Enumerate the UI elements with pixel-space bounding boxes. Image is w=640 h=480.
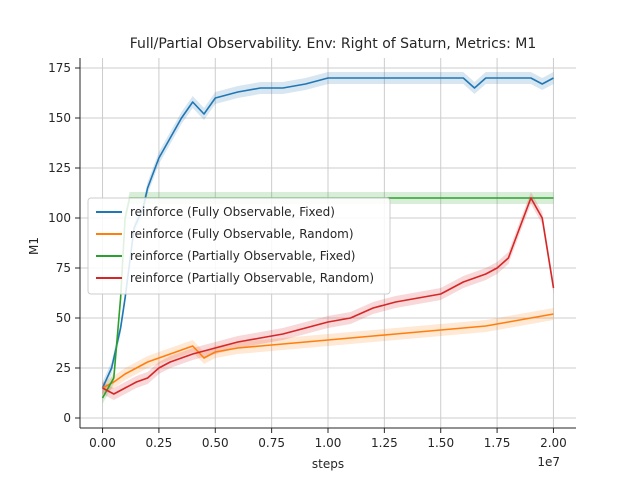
- x-tick-label: 1.50: [427, 436, 454, 450]
- legend-label: reinforce (Partially Observable, Random): [130, 271, 374, 285]
- x-tick-label: 0.25: [146, 436, 173, 450]
- x-tick-label: 0.75: [258, 436, 285, 450]
- x-tick-label: 1.75: [484, 436, 511, 450]
- series-line-3: [102, 197, 555, 395]
- y-axis-label: M1: [27, 237, 41, 255]
- x-tick-label: 2.00: [540, 436, 567, 450]
- x-axis-label: steps: [312, 457, 344, 471]
- y-tick-label: 25: [56, 361, 71, 375]
- y-ticks: 0 25 50 75 100 125 150 175: [48, 61, 80, 425]
- legend-label: reinforce (Partially Observable, Fixed): [130, 249, 356, 263]
- y-tick-label: 100: [48, 211, 71, 225]
- y-tick-label: 125: [48, 161, 71, 175]
- x-tick-label: 1.25: [371, 436, 398, 450]
- legend-label: reinforce (Fully Observable, Fixed): [130, 205, 335, 219]
- x-tick-label: 0.00: [89, 436, 116, 450]
- x-ticks: 0.00 0.25 0.50 0.75 1.00 1.25 1.50 1.75 2.00: [89, 428, 567, 450]
- legend-label: reinforce (Fully Observable, Random): [130, 227, 354, 241]
- y-tick-label: 150: [48, 111, 71, 125]
- x-tick-label: 1.00: [315, 436, 342, 450]
- series-line-1: [102, 313, 554, 389]
- y-tick-label: 175: [48, 61, 71, 75]
- chart-title: Full/Partial Observability. Env: Right o…: [130, 36, 537, 52]
- y-tick-label: 75: [56, 261, 71, 275]
- y-tick-label: 50: [56, 311, 71, 325]
- legend: reinforce (Fully Observable, Fixed) reinf…: [87, 197, 391, 295]
- x-offset-text: 1e7: [537, 455, 560, 469]
- x-tick-label: 0.50: [202, 436, 229, 450]
- legend-box: [87, 197, 391, 295]
- y-tick-label: 0: [63, 411, 71, 425]
